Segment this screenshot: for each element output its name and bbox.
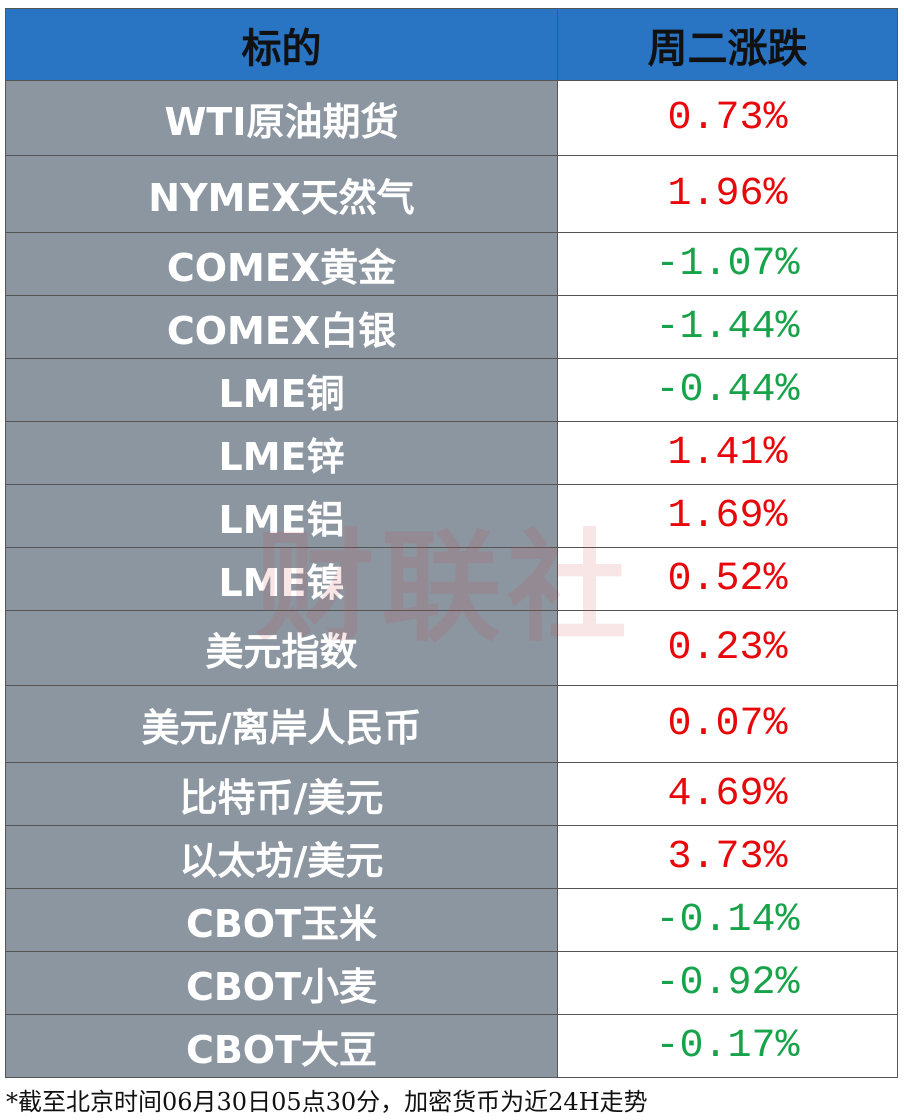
row-label: 比特币/美元 [5,762,558,826]
row-label: 美元/离岸人民币 [5,685,558,763]
row-value: -0.92% [557,951,898,1015]
row-value: 0.73% [557,80,898,156]
row-label: LME锌 [5,421,558,485]
row-value: 0.23% [557,610,898,686]
row-value: 1.41% [557,421,898,485]
row-label: LME铝 [5,484,558,548]
row-value: -1.07% [557,232,898,296]
row-value: -0.14% [557,888,898,952]
row-label: CBOT小麦 [5,951,558,1015]
row-label: 美元指数 [5,610,558,686]
row-label: NYMEX天然气 [5,155,558,233]
row-label: LME镍 [5,547,558,611]
row-label: LME铜 [5,358,558,422]
row-label: COMEX黄金 [5,232,558,296]
row-value: 4.69% [557,762,898,826]
row-label: COMEX白银 [5,295,558,359]
row-value: 0.07% [557,685,898,763]
row-label: WTI原油期货 [5,80,558,156]
row-value: 1.96% [557,155,898,233]
header-cell: 标的 [5,8,558,81]
row-label: CBOT玉米 [5,888,558,952]
row-value: -0.44% [557,358,898,422]
row-label: 以太坊/美元 [5,825,558,889]
row-value: -1.44% [557,295,898,359]
header-cell: 周二涨跌 [557,8,898,81]
row-value: 1.69% [557,484,898,548]
footnote: *截至北京时间06月30日05点30分，加密货币为近24H走势 [6,1088,648,1116]
row-label: CBOT大豆 [5,1014,558,1078]
row-value: -0.17% [557,1014,898,1078]
row-value: 0.52% [557,547,898,611]
row-value: 3.73% [557,825,898,889]
